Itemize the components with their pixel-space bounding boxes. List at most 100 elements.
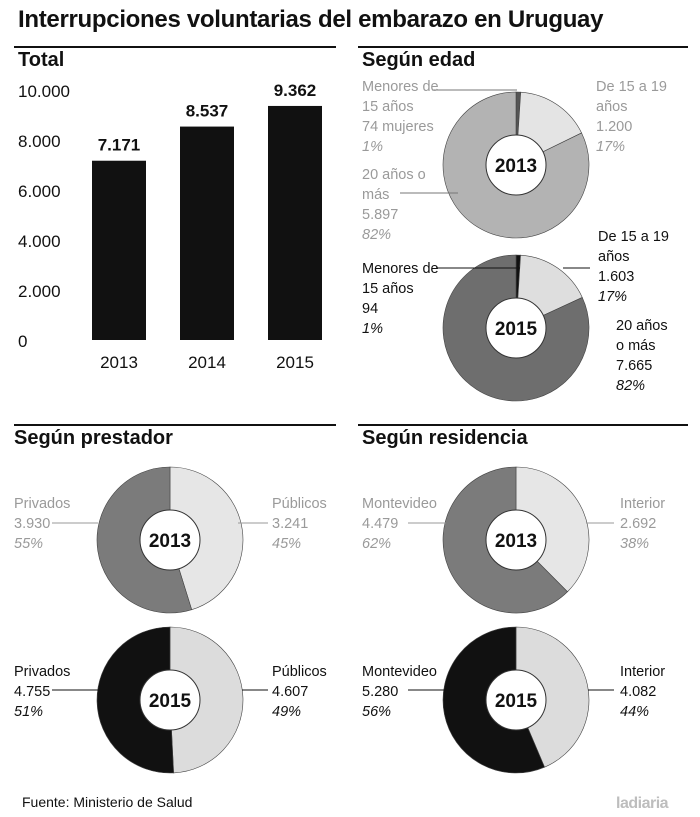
donut-edad-2015: 2015 — [442, 254, 590, 402]
label-line: De 15 a 19 — [596, 79, 667, 95]
donut-residencia-2015: 2015 — [442, 626, 590, 774]
label-line: 3.241 — [272, 516, 309, 532]
label-pct: 55% — [14, 536, 44, 552]
label-line: 15 años — [362, 281, 414, 297]
section-rule-edad — [358, 46, 688, 48]
label-line: 4.082 — [620, 684, 657, 700]
label-line: años — [598, 249, 630, 265]
bar-value-label: 8.537 — [186, 102, 229, 121]
label-edad-2015-20omas: 20 años o más 7.665 82% — [616, 316, 668, 396]
label-pct: 51% — [14, 704, 44, 720]
label-pct: 82% — [362, 227, 392, 243]
label-line: o más — [616, 338, 656, 354]
donut-center-label: 2013 — [495, 531, 537, 552]
publisher-logo: ladiaria — [616, 795, 669, 812]
label-line: Montevideo — [362, 496, 437, 512]
label-line: años — [596, 99, 628, 115]
label-edad-2013-20omas: 20 años o más 5.897 82% — [362, 165, 426, 245]
label-line: 5.280 — [362, 684, 399, 700]
bar-2014 — [180, 126, 234, 340]
label-prestador-2015-publicos: Públicos 4.607 49% — [272, 662, 327, 722]
label-line: Privados — [14, 496, 71, 512]
label-line: 94 — [362, 301, 379, 317]
label-line: más — [362, 187, 390, 203]
label-pct: 17% — [596, 139, 626, 155]
label-residencia-2015-interior: Interior 4.082 44% — [620, 662, 665, 722]
y-tick-label: 0 — [18, 332, 27, 351]
label-line: Menores de — [362, 261, 439, 277]
label-residencia-2013-montevideo: Montevideo 4.479 62% — [362, 494, 437, 554]
y-tick-label: 2.000 — [18, 282, 61, 301]
label-line: Interior — [620, 496, 666, 512]
donut-hole — [139, 669, 201, 731]
label-edad-2013-15a19: De 15 a 19 años 1.200 17% — [596, 77, 667, 157]
label-line: 2.692 — [620, 516, 657, 532]
section-rule-prestador — [14, 424, 336, 426]
label-line: 7.665 — [616, 358, 653, 374]
main-title: Interrupciones voluntarias del embarazo … — [18, 6, 604, 33]
section-rule-total — [14, 46, 336, 48]
label-residencia-2015-montevideo: Montevideo 5.280 56% — [362, 662, 437, 722]
label-pct: 82% — [616, 378, 646, 394]
donut-center-label: 2015 — [149, 691, 192, 712]
label-pct: 62% — [362, 536, 392, 552]
label-pct: 38% — [620, 536, 650, 552]
label-edad-2015-15a19: De 15 a 19 años 1.603 17% — [598, 227, 669, 307]
label-line: Montevideo — [362, 664, 437, 680]
donut-hole — [139, 509, 201, 571]
label-line: 4.479 — [362, 516, 399, 532]
donut-slice-interior — [515, 466, 590, 593]
label-line: Interior — [620, 664, 666, 680]
label-line: 1.200 — [596, 119, 633, 135]
donut-hole — [485, 509, 547, 571]
donut-edad-2013: 2013 — [442, 91, 590, 239]
label-line: 15 años — [362, 99, 414, 115]
section-title-prestador: Según prestador — [14, 427, 173, 449]
label-edad-2015-menores: Menores de 15 años 94 1% — [362, 259, 439, 339]
donut-slice-publicos — [169, 626, 244, 774]
donut-hole — [485, 297, 547, 359]
y-tick-label: 8.000 — [18, 132, 61, 151]
label-line: 4.607 — [272, 684, 309, 700]
donut-center-label: 2013 — [495, 156, 537, 177]
y-tick-label: 10.000 — [18, 82, 70, 101]
label-line: Privados — [14, 664, 71, 680]
bar-value-label: 9.362 — [274, 81, 317, 100]
label-pct: 49% — [272, 704, 302, 720]
label-pct: 17% — [598, 289, 628, 305]
label-line: 4.755 — [14, 684, 51, 700]
label-pct: 56% — [362, 704, 392, 720]
bar-2015 — [268, 105, 322, 340]
label-line: 20 años o — [362, 167, 426, 183]
label-line: Menores de — [362, 79, 439, 95]
bar-value-label: 7.171 — [98, 136, 141, 155]
section-title-edad: Según edad — [362, 49, 476, 71]
label-pct: 44% — [620, 704, 650, 720]
donut-center-label: 2015 — [495, 319, 538, 340]
donut-prestador-2013: 2013 — [96, 466, 244, 614]
label-prestador-2015-privados: Privados 4.755 51% — [14, 662, 70, 722]
donut-slice-privados — [96, 626, 174, 774]
label-line: 5.897 — [362, 207, 399, 223]
section-rule-residencia — [358, 424, 688, 426]
donut-center-label: 2013 — [149, 531, 191, 552]
section-title-total: Total — [18, 49, 65, 71]
donut-slice-interior — [515, 626, 590, 768]
section-title-residencia: Según residencia — [362, 427, 528, 449]
bar-chart-total: 10.000 8.000 6.000 4.000 2.000 0 7.171 2013 8.53… — [18, 81, 322, 372]
donut-residencia-2013: 2013 — [442, 466, 590, 614]
label-prestador-2013-publicos: Públicos 3.241 45% — [272, 494, 327, 554]
donut-hole — [485, 134, 547, 196]
y-tick-label: 6.000 — [18, 182, 61, 201]
x-tick-label: 2015 — [276, 353, 314, 372]
x-tick-label: 2013 — [100, 353, 138, 372]
label-line: 20 años — [616, 318, 668, 334]
donut-center-label: 2015 — [495, 691, 538, 712]
label-line: 1.603 — [598, 269, 635, 285]
y-tick-label: 4.000 — [18, 232, 61, 251]
label-line: Públicos — [272, 664, 327, 680]
x-tick-label: 2014 — [188, 353, 226, 372]
label-line: 74 mujeres — [362, 119, 434, 135]
